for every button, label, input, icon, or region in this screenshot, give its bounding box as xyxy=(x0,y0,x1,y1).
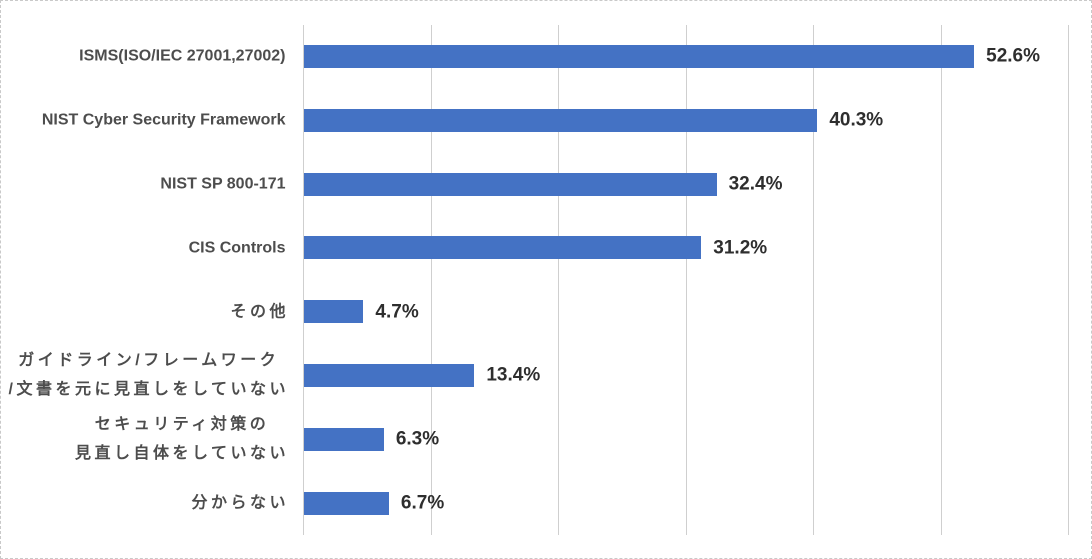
gridline xyxy=(303,24,304,535)
bar xyxy=(303,363,475,387)
value-label: 31.2% xyxy=(713,237,768,259)
bar xyxy=(303,491,389,515)
value-label: 6.3% xyxy=(395,428,440,450)
category-label: セキュリティ対策の 見直し自体をしていない xyxy=(74,416,289,463)
value-label: 52.6% xyxy=(986,45,1041,67)
category-label: その他 xyxy=(230,303,289,321)
value-label: 13.4% xyxy=(486,364,541,386)
gridline xyxy=(430,24,432,535)
category-label: NIST SP 800-171 xyxy=(160,175,286,193)
value-label: 40.3% xyxy=(829,109,884,131)
gridline xyxy=(813,24,814,535)
bar xyxy=(303,236,702,260)
value-label: 4.7% xyxy=(375,301,419,323)
category-label: 分からない xyxy=(191,494,289,512)
category-label: ガイドライン/フレームワーク /文書を元に見直しをしていない xyxy=(8,352,289,399)
gridline xyxy=(1068,24,1069,535)
category-label: ISMS(ISO/IEC 27001,27002) xyxy=(79,47,286,65)
value-label: 32.4% xyxy=(728,173,783,195)
plot-area xyxy=(303,24,1069,535)
gridline xyxy=(940,24,942,535)
category-label: NIST Cyber Security Framework xyxy=(41,111,286,129)
bar xyxy=(303,108,818,132)
bar xyxy=(303,300,364,324)
bar xyxy=(303,172,717,196)
gridline xyxy=(685,24,687,535)
bar xyxy=(303,427,384,451)
category-label: CIS Controls xyxy=(188,239,286,257)
bar xyxy=(303,44,975,68)
value-label: 6.7% xyxy=(400,492,445,514)
gridline xyxy=(558,24,559,535)
